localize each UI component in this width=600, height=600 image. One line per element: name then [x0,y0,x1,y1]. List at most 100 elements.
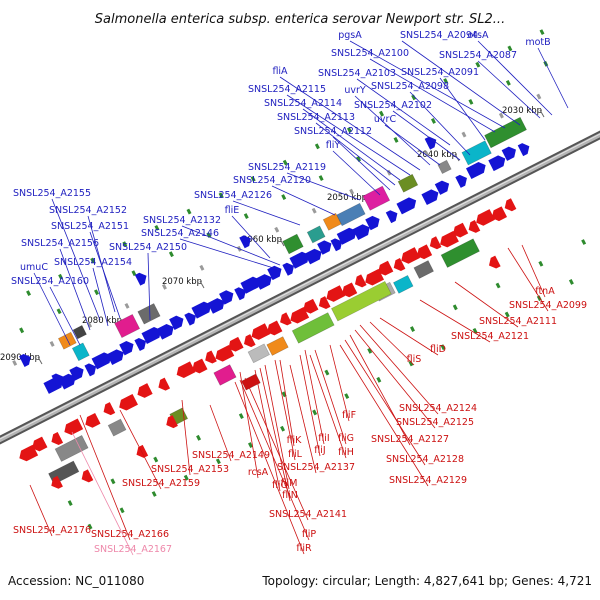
label-leader [392,110,461,161]
feature-ticks [12,29,587,530]
track-tick [495,282,501,289]
label-leader [89,231,121,319]
reverse-gene-arrow [468,219,481,233]
label-leader [299,354,321,457]
reverse-gene-label: SNSL254_A2124 [399,403,477,414]
forward-gene-label: motB [525,37,550,48]
gene-labels: motB otsA SNSL254_A2087 SNSL254_A2094 pgsA SN… [11,30,587,555]
forward-gene-label: SNSL254_A2156 [21,238,99,249]
label-leader [314,349,347,445]
label-leader [179,238,281,271]
track-tick [90,257,96,264]
kbp-tick-label: 2050 kbp [327,193,367,203]
track-tick [393,137,399,143]
label-leader [289,364,317,474]
forward-gene-label: SNSL254_A2100 [331,48,409,59]
forward-gene-arrow [106,349,124,366]
feature-box-lower [241,373,261,391]
feature-box-lower [107,418,127,437]
track-tick [440,344,446,351]
track-tick [206,232,212,239]
forward-gene-label: SNSL254_A2150 [109,242,187,253]
track-tick [58,273,64,280]
forward-gene-arrow [336,227,357,245]
label-leader [147,252,151,321]
reverse-gene-label: fliL [288,449,303,460]
track-tick [539,29,545,36]
dna-backbone [0,130,600,445]
feature-box-lower [331,280,392,322]
reverse-gene-arrow [137,383,153,398]
label-leader [439,77,486,141]
forward-gene-arrow [169,315,184,330]
reverse-gene-arrow [251,323,271,340]
track-tick [218,192,224,199]
forward-gene-arrow [51,373,64,387]
label-leader [79,414,131,541]
feature-box-lower [247,343,270,364]
forward-gene-label: SNSL254_A2098 [371,81,449,92]
forward-gene-label: SNSL254_A2113 [277,112,355,123]
label-leader [286,94,411,176]
forward-gene-label: fliE [225,205,240,216]
track-tick [26,290,32,297]
label-leader [315,122,396,186]
track-tick [312,409,318,416]
forward-gene-label: SNSL254_A2132 [143,215,221,226]
forward-gene-label: otsA [468,30,489,41]
feature-box-lower [440,238,480,268]
track-tick [250,176,256,182]
kbp-tick-label: 2040 kbp [417,150,457,160]
track-tick [349,188,355,195]
label-leaders [29,40,569,556]
forward-gene-label: uvrC [374,114,397,125]
reverse-gene-arrow [476,209,495,226]
track-tick [280,425,286,432]
track-tick [408,360,414,367]
reverse-gene-arrow [488,255,501,269]
kbp-tick-label: 2060 kbp [242,235,282,245]
reverse-gene-arrow [85,412,101,428]
track-tick [505,79,511,86]
reverse-gene-arrow [290,306,310,324]
track-tick [410,326,415,332]
track-tick [186,208,192,215]
kbp-tick-label: 2070 kbp [162,277,202,287]
feature-box-lower [54,435,89,462]
forward-gene-arrow [184,312,196,326]
forward-gene-arrow [289,251,310,269]
forward-gene-arrow [352,224,370,240]
forward-gene-arrow [396,197,417,215]
forward-gene-arrow [330,238,343,252]
label-leader [119,409,162,490]
label-leader [369,321,415,366]
label-leader [329,344,350,422]
forward-gene-label: SNSL254_A2102 [354,100,432,111]
label-leader [332,150,381,196]
label-leader [359,324,439,415]
genome-summary: Topology: circular; Length: 4,827,641 bp… [261,574,592,588]
label-leader [92,267,109,327]
label-leader [279,76,421,171]
kbp-tick [279,238,285,247]
track-tick [581,239,587,245]
forward-gene-label: uvrY [344,85,366,96]
track-tick [12,360,18,366]
reverse-gene-arrow [354,274,367,288]
reverse-gene-label: SNSL254_A2129 [389,475,467,486]
track-tick [119,507,125,514]
forward-gene-label: SNSL254_A2115 [248,84,326,95]
track-tick [67,500,73,506]
backbone-highlight [0,133,600,440]
track-tick [87,322,93,328]
map-title: Salmonella enterica subsp. enterica sero… [95,12,505,27]
track-tick [367,347,373,354]
kbp-tick-label: 2080 kbp [82,316,122,326]
reverse-gene-arrow [19,444,39,462]
label-leader [401,40,521,126]
track-tick [94,289,99,296]
forward-gene-arrow [191,301,212,319]
reverse-gene-arrow [393,258,406,271]
forward-gene-arrow [239,235,251,249]
label-leader [477,40,553,116]
